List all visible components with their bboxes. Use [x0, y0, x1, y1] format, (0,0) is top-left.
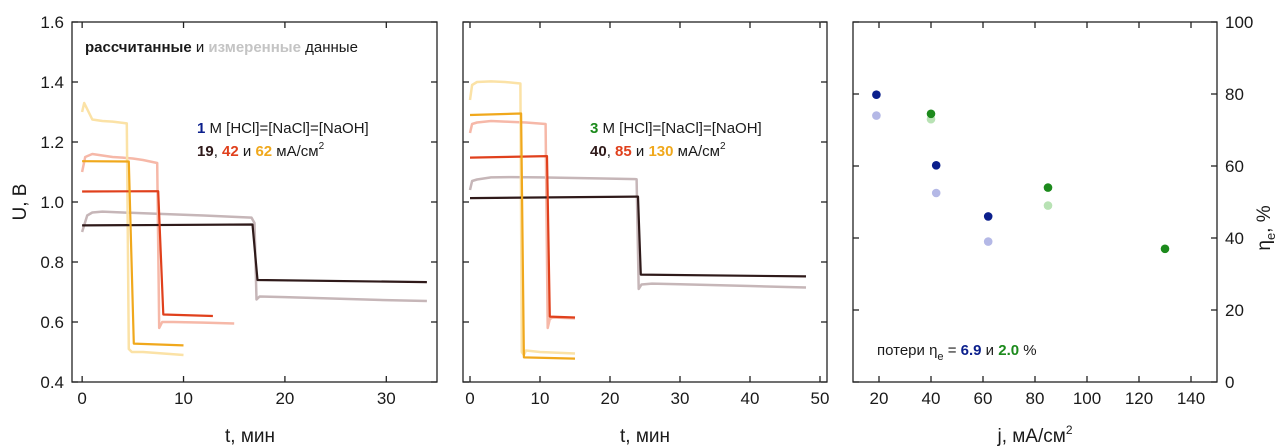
y-tick-label: 0.8	[40, 253, 64, 272]
panel1-currents: 19, 42 и 62 мА/см2	[197, 141, 325, 160]
panel2-ticks: 0 10 20 30 40 50	[463, 21, 830, 408]
x-tick-label: 60	[974, 389, 993, 408]
panel1-x-title: t, мин	[225, 426, 275, 447]
x-tick-label: 40	[922, 389, 941, 408]
data-point	[872, 111, 881, 120]
x-tick-label: 0	[77, 389, 86, 408]
data-point	[1043, 183, 1053, 192]
panel3-y-title: ηe, %	[1254, 205, 1278, 250]
data-point	[872, 90, 881, 99]
y-tick-label: 40	[1225, 229, 1244, 248]
panel1-series	[80, 101, 427, 357]
legend-calculated: рассчитанные	[85, 39, 192, 56]
series-line	[80, 152, 235, 330]
panel2-series	[468, 80, 807, 360]
data-point	[931, 188, 941, 198]
y-tick-label: 100	[1225, 13, 1253, 32]
series-line	[468, 175, 807, 291]
data-point	[1160, 244, 1170, 254]
series-line	[80, 101, 184, 357]
data-point	[931, 161, 941, 170]
y-tick-label: 1.4	[40, 73, 64, 92]
y-tick-label: 0	[1225, 373, 1234, 392]
x-tick-label: 140	[1177, 389, 1205, 408]
series-line	[468, 119, 576, 330]
series-line	[469, 195, 807, 278]
data-point	[926, 109, 936, 119]
x-tick-label: 120	[1125, 389, 1153, 408]
panel1-ticks: 0 10 20 30 0.4 0.6 0.8 1.0 1.2 1.4 1.6	[40, 13, 437, 408]
y-tick-label: 1.0	[40, 193, 64, 212]
x-tick-label: 0	[465, 389, 474, 408]
panel3-ticks: 20 40 60 80 100 120 140 0 20 40 60 80 100	[853, 13, 1253, 408]
x-tick-label: 20	[601, 389, 620, 408]
panel2-currents: 40, 85 и 130 мА/см2	[590, 141, 726, 160]
data-point	[983, 212, 993, 221]
x-tick-label: 50	[811, 389, 830, 408]
panel3-loss-annotation: потери ηe = 6.9 и 2.0 %	[877, 342, 1037, 363]
series-line	[82, 160, 184, 347]
y-tick-label: 1.6	[40, 13, 64, 32]
panel-efficiency: 20 40 60 80 100 120 140 0 20 40 60 80 100 потери ηe …	[852, 13, 1278, 447]
x-tick-label: 20	[275, 389, 294, 408]
panel2-concentration: 3 М [HCl]=[NaCl]=[NaOH]	[590, 120, 762, 137]
legend-measured: измеренные	[208, 39, 301, 56]
panel3-series	[872, 90, 1170, 254]
panel2-frame	[462, 21, 828, 383]
y-tick-label: 1.2	[40, 133, 64, 152]
x-tick-label: 40	[741, 389, 760, 408]
panel-voltage-1m: 0 10 20 30 0.4 0.6 0.8 1.0 1.2 1.4 1.6 рассчитанны…	[10, 13, 438, 447]
data-point	[1043, 201, 1053, 210]
series-line	[468, 80, 576, 357]
panel-voltage-3m: 0 10 20 30 40 50 3 М [HCl]=[NaCl]=[NaOH] 40, …	[462, 21, 830, 447]
x-tick-label: 10	[531, 389, 550, 408]
panel3-frame	[852, 21, 1218, 383]
x-tick-label: 30	[377, 389, 396, 408]
y-tick-label: 60	[1225, 157, 1244, 176]
series-line	[82, 223, 427, 284]
y-tick-label: 80	[1225, 85, 1244, 104]
series-line	[82, 190, 213, 318]
x-tick-label: 100	[1073, 389, 1101, 408]
series-line	[469, 112, 576, 360]
data-point	[983, 237, 993, 246]
panel1-concentration: 1 М [HCl]=[NaCl]=[NaOH]	[197, 120, 369, 137]
series-line	[469, 155, 576, 319]
panel2-x-title: t, мин	[620, 426, 670, 447]
panel1-legend-line: рассчитанные и измеренные данные	[85, 39, 358, 56]
y-tick-label: 20	[1225, 301, 1244, 320]
x-tick-label: 80	[1026, 389, 1045, 408]
y-tick-label: 0.6	[40, 313, 64, 332]
x-tick-label: 20	[870, 389, 889, 408]
x-tick-label: 10	[174, 389, 193, 408]
series-line	[80, 210, 427, 303]
panel3-x-title: j, мА/см2	[996, 423, 1072, 447]
y-tick-label: 0.4	[40, 373, 64, 392]
panel1-y-title: U, В	[10, 184, 31, 221]
x-tick-label: 30	[671, 389, 690, 408]
